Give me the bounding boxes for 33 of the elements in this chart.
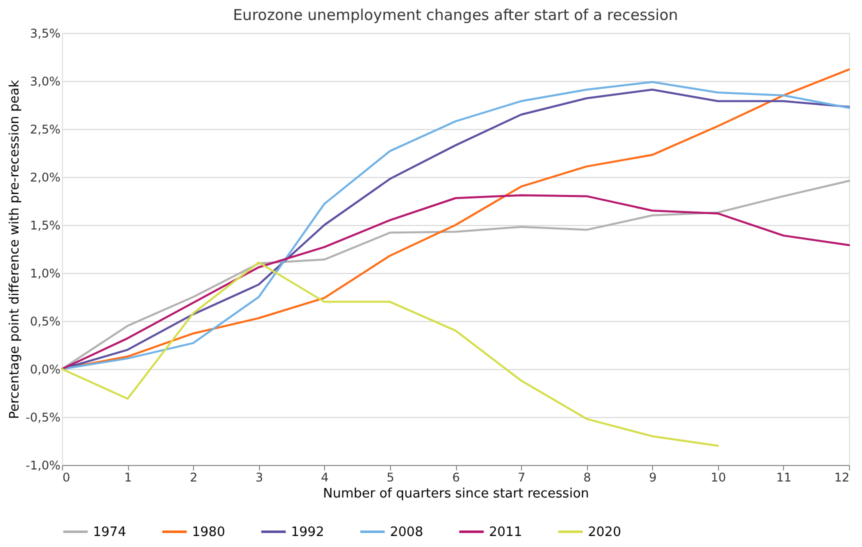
x-tick-label: 0 <box>62 470 70 484</box>
x-tick-label: 11 <box>776 470 792 484</box>
legend-label: 2011 <box>489 524 522 540</box>
x-tick-label: 10 <box>710 470 726 484</box>
y-tick-label: 3,5% <box>30 26 60 40</box>
legend-label: 1980 <box>192 524 226 540</box>
x-axis-title: Number of quarters since start recession <box>322 486 590 502</box>
y-tick-label: -1,0% <box>26 458 60 472</box>
y-tick-label: -0,5% <box>26 410 60 424</box>
x-tick-label: 3 <box>255 470 264 484</box>
y-tick-label: 2,0% <box>30 170 60 184</box>
y-axis-title: Percentage point difference with pre-recession peak <box>8 79 23 420</box>
y-tick-label: 1,5% <box>30 218 60 232</box>
legend-label: 1974 <box>93 524 126 540</box>
y-tick-label: 0,5% <box>30 314 60 328</box>
legend-label: 2008 <box>390 524 424 540</box>
y-tick-label: 2,5% <box>30 122 60 136</box>
x-tick-label: 9 <box>648 470 657 484</box>
x-tick-label: 7 <box>518 470 526 484</box>
y-tick-label: 0,0% <box>30 362 60 376</box>
x-tick-label: 1 <box>124 470 132 484</box>
y-tick-label: 3,0% <box>30 74 60 88</box>
legend-label: 1992 <box>291 524 324 540</box>
x-tick-label: 5 <box>386 470 394 484</box>
y-tick-label: 1,0% <box>30 266 60 280</box>
line-series <box>61 261 719 447</box>
x-tick-label: 12 <box>834 470 850 484</box>
x-tick-label: 4 <box>321 470 329 484</box>
x-tick-label: 2 <box>190 470 198 484</box>
x-tick-label: 8 <box>583 470 591 484</box>
legend-label: 2020 <box>588 524 622 540</box>
chart-title: Eurozone unemployment changes after start of a recession <box>232 6 678 24</box>
x-tick-label: 6 <box>452 470 460 484</box>
